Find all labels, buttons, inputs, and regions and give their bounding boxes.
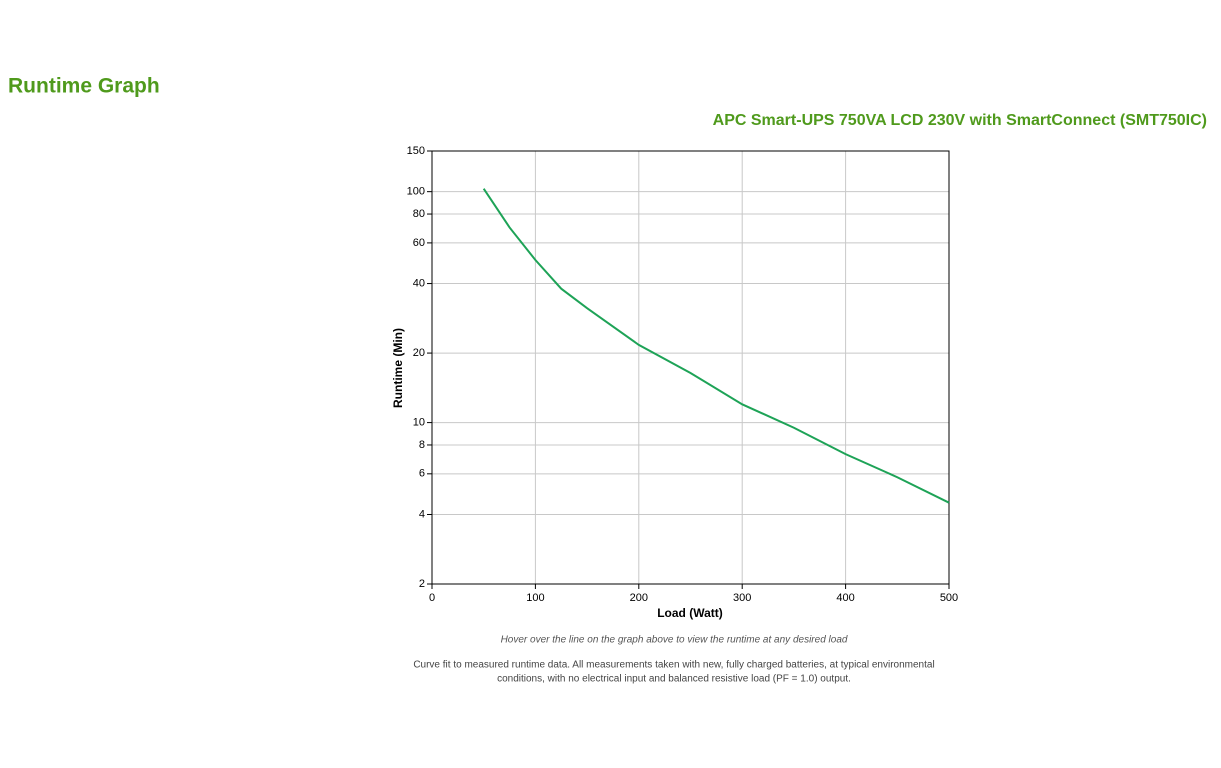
y-tick-label: 40: [413, 277, 425, 289]
x-axis-label: Load (Watt): [657, 606, 723, 620]
x-tick-label: 300: [733, 592, 751, 604]
x-tick-label: 400: [836, 592, 854, 604]
y-tick-label: 80: [413, 208, 425, 220]
y-tick-label: 60: [413, 237, 425, 249]
y-tick-label: 4: [419, 508, 425, 520]
chart-title: APC Smart-UPS 750VA LCD 230V with SmartC…: [713, 112, 1207, 129]
x-tick-label: 100: [526, 592, 544, 604]
footnote: Curve fit to measured runtime data. All …: [413, 660, 934, 671]
y-tick-label: 10: [413, 416, 425, 428]
y-tick-label: 20: [413, 347, 425, 359]
plot-border: [431, 150, 950, 585]
y-axis-label: Runtime (Min): [391, 328, 405, 408]
y-tick-label: 2: [419, 578, 425, 590]
y-tick-label: 150: [407, 145, 425, 157]
footnote: conditions, with no electrical input and…: [497, 674, 851, 685]
x-tick-label: 0: [429, 592, 435, 604]
hover-hint: Hover over the line on the graph above t…: [501, 635, 848, 646]
x-tick-label: 200: [630, 592, 648, 604]
x-tick-label: 500: [940, 592, 958, 604]
runtime-line: [482, 188, 950, 504]
y-tick-label: 8: [419, 439, 425, 451]
y-tick-label: 100: [407, 186, 425, 198]
y-tick-label: 6: [419, 468, 425, 480]
page-heading: Runtime Graph: [8, 75, 160, 98]
